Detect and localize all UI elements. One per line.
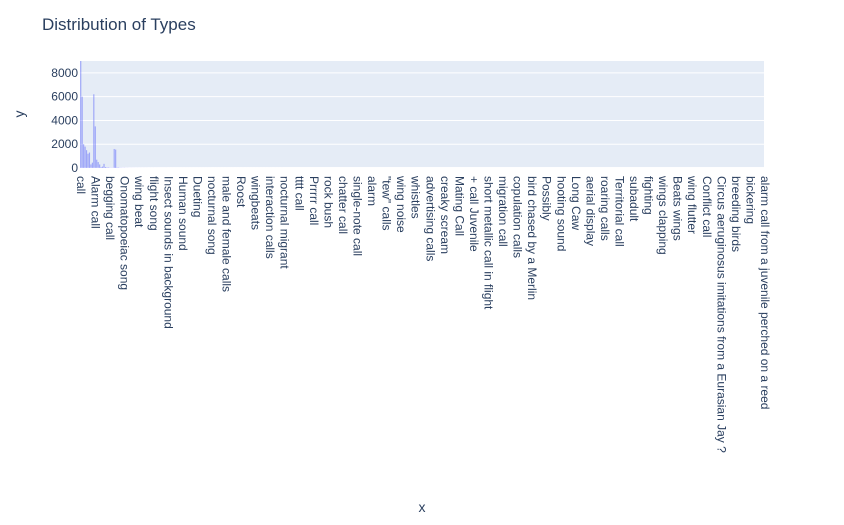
bar	[84, 146, 86, 168]
x-tick-label: + call Juvenile	[467, 176, 481, 252]
x-tick-label: alarm call from a juvenile perched on a …	[758, 176, 772, 409]
bar	[103, 163, 105, 168]
x-tick-label: Beats wings	[671, 176, 685, 241]
x-tick-label: single-note call	[351, 176, 365, 256]
bar	[99, 164, 101, 168]
bars	[80, 61, 764, 168]
x-tick-label: Possibly	[540, 176, 554, 221]
y-tick-label: 6000	[51, 90, 78, 104]
x-tick-label: Territorial call	[613, 176, 627, 247]
x-tick-label: tttt call	[292, 176, 306, 211]
bar	[88, 152, 91, 168]
x-tick-label: Long Caw	[569, 176, 583, 230]
x-tick-label: bird chased by a Merlin	[525, 176, 539, 300]
x-tick-label: wings clapping	[656, 175, 670, 255]
x-tick-label: flight song	[147, 176, 161, 231]
y-tick-label: 2000	[51, 137, 78, 151]
x-tick-label: rock bush	[321, 176, 335, 228]
bar	[115, 149, 117, 168]
bar	[85, 150, 88, 168]
x-tick-label: Roost	[234, 176, 248, 208]
x-tick-label: roaring calls	[598, 176, 612, 241]
x-tick-label: whistles	[409, 175, 423, 219]
x-tick-label: breeding birds	[729, 176, 743, 252]
y-tick-label: 0	[71, 161, 78, 175]
bar	[94, 126, 96, 168]
x-tick-label: advertising calls	[423, 176, 437, 261]
x-tick-label: begging call	[103, 176, 117, 240]
x-tick-label: Mating Call	[452, 176, 466, 236]
bar	[116, 167, 118, 168]
x-tick-label: hooting sound	[554, 176, 568, 251]
bar	[80, 61, 82, 168]
bar	[96, 159, 98, 168]
bar	[101, 166, 104, 168]
chart-title: Distribution of Types	[42, 15, 196, 34]
bar	[100, 167, 102, 168]
x-tick-label: copulation calls	[511, 176, 525, 258]
x-tick-label: Prrrrr call	[307, 176, 321, 225]
bar	[104, 167, 107, 168]
x-tick-label: short metallic call in flight	[482, 176, 496, 310]
bar	[91, 162, 93, 168]
x-tick-label: Onomatopoeiac song	[118, 176, 132, 290]
x-tick-label: fighting	[642, 176, 656, 215]
x-tick-label: creaky scream	[438, 176, 452, 254]
x-tick-label: call	[74, 176, 88, 194]
bar	[87, 153, 89, 168]
bar	[83, 144, 85, 168]
x-tick-label: nocturnal song	[205, 176, 219, 255]
x-axis-title: x	[419, 499, 426, 515]
x-tick-labels: call Alarm call begging call Onomatopoeiac …	[74, 175, 772, 453]
x-tick-label: nocturnal migrant	[278, 176, 292, 269]
x-tick-label: wing beat	[132, 175, 146, 228]
x-tick-label: subadult	[627, 176, 641, 222]
x-tick-label: Conflict call	[700, 176, 714, 237]
bar	[106, 167, 108, 168]
bar	[113, 148, 115, 168]
x-tick-label: Alarm call	[89, 176, 103, 229]
x-tick-label: "tew" calls	[380, 176, 394, 231]
x-tick-label: Human sound	[176, 176, 190, 251]
x-tick-label: wing noise	[394, 175, 408, 233]
x-tick-label: Circus aeruginosus imitations from a Eur…	[714, 176, 728, 453]
x-tick-label: wingbeats	[249, 175, 263, 230]
x-tick-label: Insect sounds in background	[161, 176, 175, 329]
x-tick-label: wing flutter	[685, 175, 699, 234]
x-tick-label: interaction calls	[263, 176, 277, 259]
x-tick-label: bickering	[743, 176, 757, 224]
x-tick-label: chatter call	[336, 176, 350, 234]
y-tick-label: 4000	[51, 113, 78, 127]
x-tick-label: Dueting	[190, 176, 204, 217]
plot-area	[80, 61, 764, 168]
x-tick-label: aerial display	[583, 176, 597, 246]
bar	[90, 164, 92, 168]
x-tick-label: migration call	[496, 176, 510, 247]
y-axis-title: y	[11, 111, 27, 118]
x-tick-label: alarm	[365, 176, 379, 206]
bar	[97, 162, 99, 168]
bar	[93, 94, 95, 168]
x-tick-label: male and female calls	[220, 176, 234, 292]
y-tick-labels: 0 2000 4000 6000 8000	[51, 66, 78, 175]
y-tick-label: 8000	[51, 66, 78, 80]
bar	[81, 96, 83, 168]
bar	[107, 167, 109, 168]
